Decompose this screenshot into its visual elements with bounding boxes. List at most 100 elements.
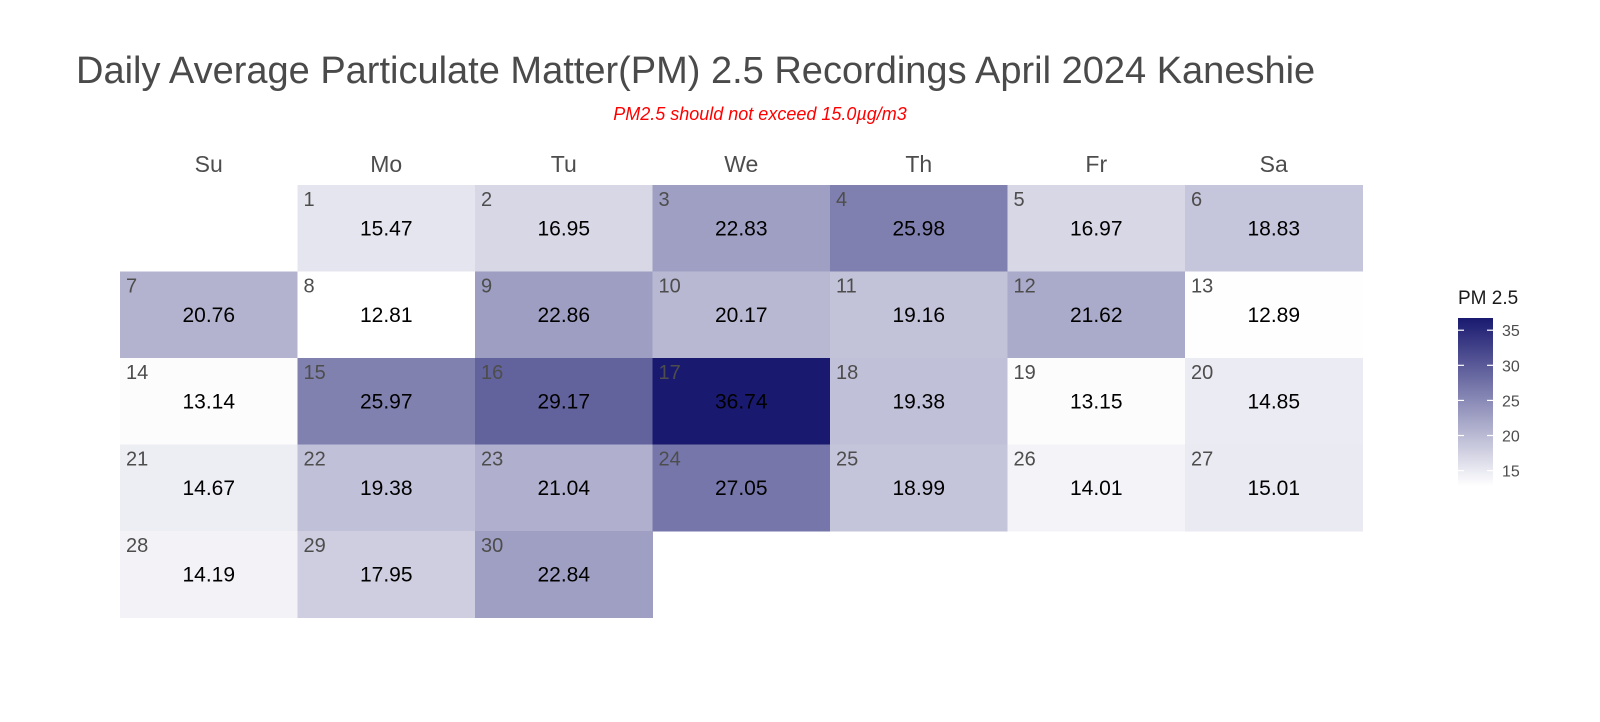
day-number: 19	[1014, 362, 1036, 384]
day-number: 8	[304, 276, 315, 298]
day-number: 22	[304, 449, 326, 471]
day-tile	[475, 271, 653, 359]
day-number: 24	[659, 449, 681, 471]
weekday-label-mo: Mo	[370, 151, 402, 177]
day-cell-28: 28 14.19	[120, 531, 298, 618]
day-number: 13	[1191, 276, 1213, 298]
day-cell-1: 115.47	[297, 185, 476, 272]
day-tile	[120, 531, 298, 618]
day-value: 25.97	[360, 390, 413, 413]
day-tile	[297, 531, 476, 618]
day-tile	[297, 444, 476, 532]
day-cell-9: 922.86	[475, 271, 653, 359]
chart-title: Daily Average Particulate Matter(PM) 2.5…	[76, 50, 1316, 92]
day-tile	[1007, 358, 1186, 445]
legend-tick-label: 35	[1502, 323, 1520, 340]
day-cell-6: 618.83	[1185, 185, 1363, 272]
day-tile	[120, 358, 298, 445]
day-value: 21.04	[537, 477, 590, 500]
day-value: 36.74	[715, 390, 768, 413]
day-number: 17	[659, 362, 681, 384]
day-number: 29	[304, 535, 326, 557]
day-tile	[1007, 444, 1186, 532]
legend-colorbar	[1458, 318, 1493, 486]
day-cell-3: 322.83	[652, 185, 831, 272]
day-cell-13: 13 12.89	[1185, 271, 1363, 359]
day-number: 21	[126, 449, 148, 471]
day-value: 16.97	[1070, 217, 1123, 240]
day-tile	[652, 185, 831, 272]
day-value: 19.38	[892, 390, 945, 413]
day-cell-25: 25 18.99	[830, 444, 1008, 532]
day-value: 19.38	[360, 477, 413, 500]
day-number: 10	[659, 276, 681, 298]
calendar-grid: 115.47216.95322.83425.98516.97618.83720.…	[120, 185, 1363, 618]
day-value: 19.16	[892, 304, 945, 327]
day-value: 22.84	[537, 563, 590, 586]
day-cell-26: 26 14.01	[1007, 444, 1186, 532]
day-cell-29: 29 17.95	[297, 531, 476, 618]
day-tile	[297, 271, 476, 359]
day-number: 15	[304, 362, 326, 384]
day-value: 14.01	[1070, 477, 1123, 500]
weekday-header-row: Su Mo Tu We Th Fr Sa	[195, 151, 1288, 177]
day-number: 18	[836, 362, 858, 384]
legend-title: PM 2.5	[1458, 288, 1518, 309]
legend-tick-label: 30	[1502, 358, 1520, 375]
day-tile	[1185, 444, 1363, 532]
day-cell-24: 24 27.05	[652, 444, 831, 532]
chart-subtitle: PM2.5 should not exceed 15.0µg/m3	[613, 104, 907, 124]
day-tile	[475, 444, 653, 532]
day-cell-12: 12 21.62	[1007, 271, 1186, 359]
day-tile	[1007, 185, 1186, 272]
day-value: 27.05	[715, 477, 768, 500]
day-number: 28	[126, 535, 148, 557]
day-tile	[297, 185, 476, 272]
legend-tick-label: 15	[1502, 464, 1520, 481]
day-cell-23: 23 21.04	[475, 444, 653, 532]
day-cell-27: 27 15.01	[1185, 444, 1363, 532]
day-tile	[1185, 271, 1363, 359]
day-number: 30	[481, 535, 503, 557]
weekday-label-th: Th	[905, 151, 932, 177]
day-number: 20	[1191, 362, 1213, 384]
day-number: 1	[304, 189, 315, 211]
day-cell-30: 30 22.84	[475, 531, 653, 618]
weekday-label-fr: Fr	[1085, 151, 1107, 177]
day-value: 14.67	[182, 477, 235, 500]
day-value: 14.85	[1247, 390, 1300, 413]
legend-tick-label: 25	[1502, 393, 1520, 410]
day-cell-15: 15 25.97	[297, 358, 476, 445]
day-number: 6	[1191, 189, 1202, 211]
day-value: 14.19	[182, 563, 235, 586]
day-value: 20.76	[182, 304, 235, 327]
day-tile	[830, 444, 1008, 532]
day-value: 13.15	[1070, 390, 1123, 413]
day-value: 29.17	[537, 390, 590, 413]
day-value: 21.62	[1070, 304, 1123, 327]
day-tile	[1185, 185, 1363, 272]
day-value: 15.47	[360, 217, 413, 240]
day-tile	[475, 185, 653, 272]
day-number: 5	[1014, 189, 1025, 211]
day-cell-22: 22 19.38	[297, 444, 476, 532]
day-tile	[830, 271, 1008, 359]
day-number: 3	[659, 189, 670, 211]
day-tile	[475, 358, 653, 445]
day-cell-18: 18 19.38	[830, 358, 1008, 445]
day-number: 2	[481, 189, 492, 211]
weekday-label-tu: Tu	[551, 151, 577, 177]
day-cell-7: 720.76	[120, 271, 298, 359]
day-value: 22.83	[715, 217, 768, 240]
day-value: 12.89	[1247, 304, 1300, 327]
day-value: 20.17	[715, 304, 768, 327]
day-value: 12.81	[360, 304, 413, 327]
day-tile	[830, 358, 1008, 445]
day-value: 16.95	[537, 217, 590, 240]
weekday-label-sa: Sa	[1260, 151, 1288, 177]
day-tile	[475, 531, 653, 618]
day-cell-10: 10 20.17	[652, 271, 831, 359]
day-cell-14: 14 13.14	[120, 358, 298, 445]
